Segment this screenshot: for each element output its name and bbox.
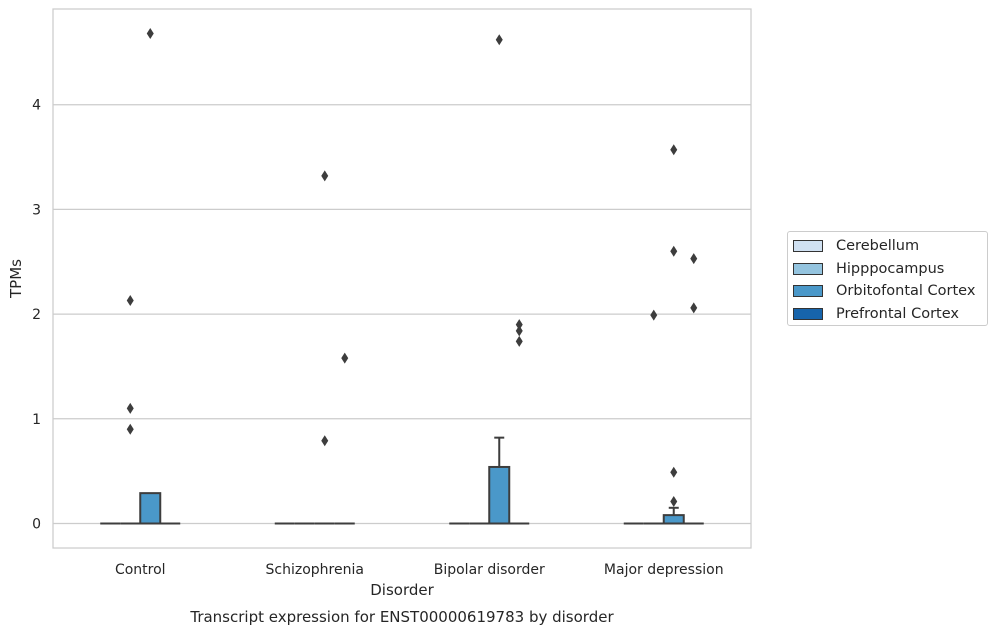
y-tick-label: 1 <box>32 412 41 428</box>
x-tick-label: Bipolar disorder <box>434 562 545 578</box>
legend-label: Hipppocampus <box>836 260 945 277</box>
legend-label: Orbitofontal Cortex <box>836 283 976 300</box>
x-tick-label: Schizophrenia <box>266 562 364 578</box>
outlier-point <box>321 170 329 182</box>
legend-swatch <box>793 262 823 275</box>
outlier-point <box>495 34 503 46</box>
y-tick-label: 4 <box>32 98 41 114</box>
outlier-point <box>515 319 523 331</box>
x-axis-ticks: Control Schizophrenia Bipolar disorder Majo… <box>115 562 724 578</box>
outlier-point <box>126 402 134 414</box>
outlier-point <box>670 496 678 508</box>
outlier-point <box>515 335 523 347</box>
y-tick-label: 2 <box>32 307 41 323</box>
legend-item: Cerebellum <box>793 235 987 258</box>
outliers <box>126 28 698 508</box>
outlier-point <box>146 28 154 40</box>
outlier-point <box>341 352 349 364</box>
legend-label: Prefrontal Cortex <box>836 305 959 322</box>
outlier-point <box>650 309 658 321</box>
outlier-point <box>670 144 678 156</box>
legend-swatch <box>793 307 823 320</box>
legend-item: Orbitofontal Cortex <box>793 280 987 303</box>
x-axis-title: Disorder <box>370 581 434 599</box>
plot-area-frame <box>52 8 752 549</box>
legend-item: Hipppocampus <box>793 258 987 281</box>
y-axis-ticks: 0 1 2 3 4 <box>32 98 41 533</box>
x-tick-label: Major depression <box>604 562 724 578</box>
box <box>662 514 685 525</box>
outlier-point <box>690 253 698 265</box>
legend-swatch <box>793 240 823 253</box>
legend-swatch <box>793 285 823 298</box>
legend-label: Cerebellum <box>836 238 920 255</box>
outlier-point <box>126 423 134 435</box>
y-tick-label: 0 <box>32 517 41 533</box>
outlier-point <box>670 245 678 257</box>
y-tick-label: 3 <box>32 202 41 218</box>
x-tick-label: Control <box>115 562 166 578</box>
chart-title: Transcript expression for ENST0000061978… <box>189 608 614 626</box>
boxes <box>100 436 704 525</box>
legend-item: Prefrontal Cortex <box>793 303 987 326</box>
outlier-point <box>515 325 523 337</box>
outlier-point <box>126 294 134 306</box>
gridlines <box>53 104 751 525</box>
box <box>139 492 162 525</box>
outlier-point <box>670 466 678 478</box>
outlier-point <box>321 435 329 447</box>
box <box>488 465 511 525</box>
y-axis-title: TPMs <box>7 259 25 299</box>
outlier-point <box>690 302 698 314</box>
legend: Cerebellum Hipppocampus Orbitofontal Cor… <box>787 231 988 326</box>
